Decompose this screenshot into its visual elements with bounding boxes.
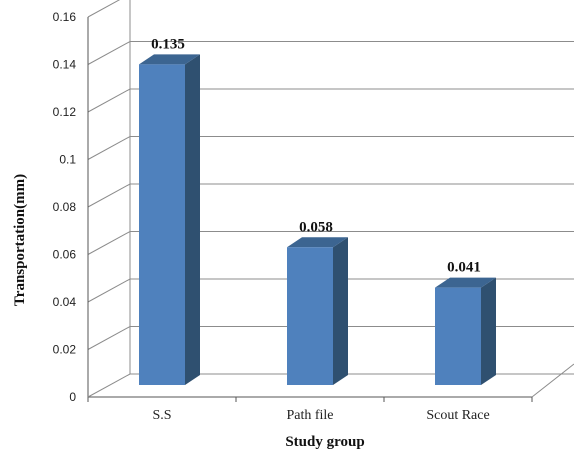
- gridline: [87, 0, 121, 18]
- x-category-label: Path file: [286, 408, 333, 423]
- bar-top-face: [435, 277, 496, 288]
- bar: [139, 54, 200, 385]
- bar: [435, 277, 496, 385]
- bar-front-face: [139, 64, 185, 385]
- bar: [287, 237, 348, 385]
- y-tick-label: 0.12: [53, 105, 77, 119]
- axes: [87, 0, 574, 402]
- bar-top-face: [139, 54, 200, 65]
- data-label: 0.058: [299, 219, 333, 235]
- bar-side-face: [185, 54, 200, 385]
- x-category-labels: S.S Path file Scout Race: [152, 408, 489, 423]
- data-label: 0.135: [151, 36, 185, 52]
- y-axis-title: Transportation(mm): [12, 174, 28, 306]
- bar-front-face: [435, 287, 481, 385]
- data-labels: 0.135 0.058 0.041: [151, 36, 481, 275]
- bar-front-face: [287, 247, 333, 385]
- y-tick-labels: 0 0.02 0.04 0.06 0.08 0.1 0.12 0.14 0.16: [53, 10, 77, 404]
- y-tick-label: 0.14: [53, 58, 77, 72]
- y-tick-label: 0: [69, 390, 76, 404]
- x-axis-title: Study group: [285, 434, 364, 450]
- y-tick-label: 0.02: [53, 343, 77, 357]
- bar-top-face: [287, 237, 348, 248]
- floor-right-edge: [531, 363, 574, 398]
- bar-side-face: [481, 277, 496, 385]
- x-category-label: Scout Race: [426, 408, 489, 423]
- y-tick-label: 0.08: [53, 200, 77, 214]
- y-tick-label: 0.06: [53, 248, 77, 262]
- y-tick-label: 0.16: [53, 10, 77, 24]
- bar-side-face: [333, 237, 348, 385]
- y-tick-label: 0.1: [59, 153, 76, 167]
- data-label: 0.041: [447, 260, 481, 276]
- x-category-label: S.S: [152, 408, 171, 423]
- y-tick-label: 0.04: [53, 295, 77, 309]
- floor-side-edge: [87, 373, 131, 398]
- bars: [139, 54, 496, 385]
